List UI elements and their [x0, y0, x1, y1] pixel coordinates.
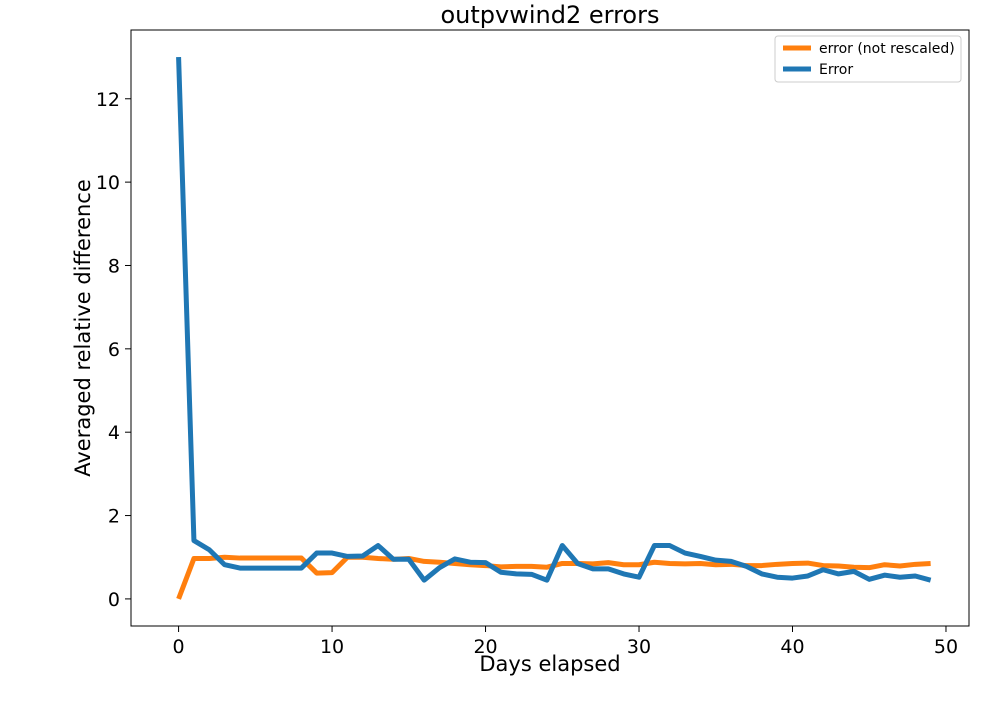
legend: error (not rescaled) Error	[774, 35, 962, 83]
x-axis-label: Days elapsed	[479, 652, 620, 676]
y-axis-label: Averaged relative difference	[71, 179, 95, 477]
chart-title: outpvwind2 errors	[441, 1, 660, 29]
plot-frame	[130, 29, 970, 627]
series-line-1	[176, 57, 932, 583]
y-tick-label: 2	[108, 506, 120, 528]
y-tick-label: 12	[96, 89, 120, 111]
y-tick-label: 10	[96, 172, 120, 194]
x-tick-label: 50	[934, 636, 958, 658]
x-tick-label: 20	[473, 636, 497, 658]
legend-label: error (not rescaled)	[819, 41, 955, 57]
y-tick-label: 0	[108, 589, 120, 611]
x-tick-label: 40	[780, 636, 804, 658]
x-tick-label: 10	[320, 636, 344, 658]
y-tick-label: 8	[108, 255, 120, 277]
y-tick-label: 6	[108, 339, 120, 361]
plot-area: 0 10 20 30 40 50 0 2 4 6 8 10 12	[96, 29, 970, 658]
x-tick-label: 30	[627, 636, 651, 658]
legend-label: Error	[819, 62, 853, 78]
x-tick-label: 0	[173, 636, 185, 658]
legend-box	[774, 35, 962, 83]
y-tick-label: 4	[108, 422, 120, 444]
